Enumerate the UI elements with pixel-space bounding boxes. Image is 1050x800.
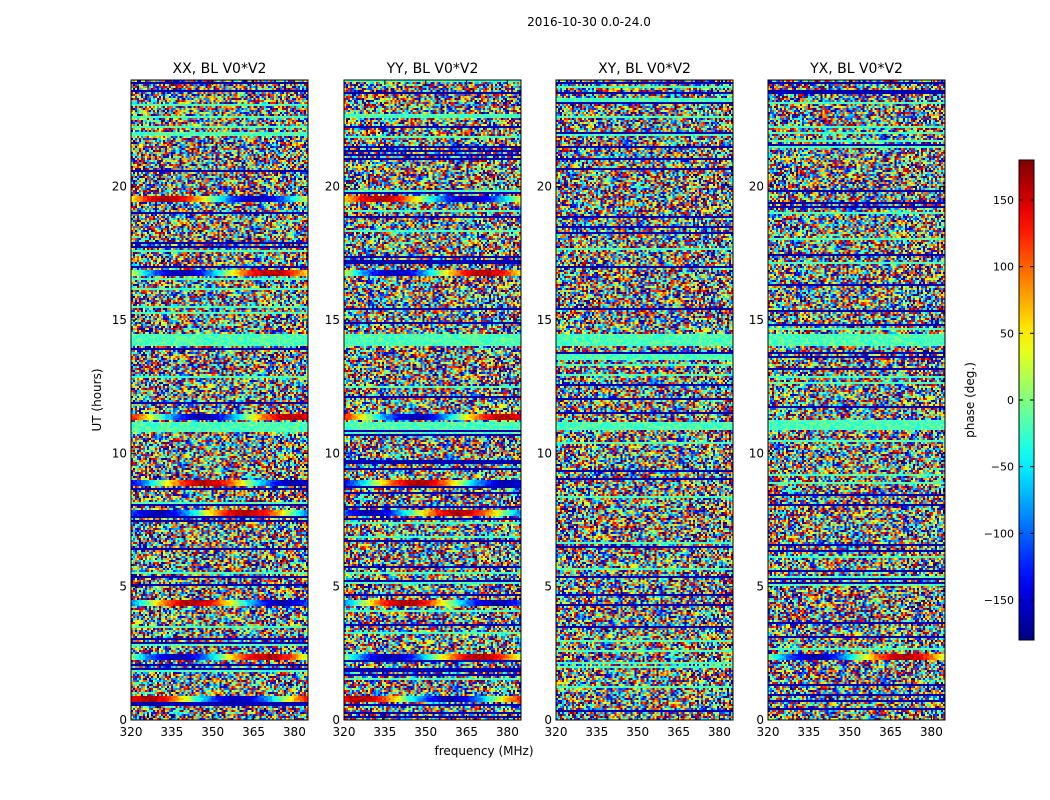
y-tick-label: 10 [749,446,764,460]
y-tick-label: 10 [537,446,552,460]
colorbar-tick-label: 0 [1007,394,1014,407]
y-tick-label: 20 [537,180,552,194]
x-tick-label: 350 [838,725,861,739]
panel-frame [555,79,734,721]
x-tick-label: 380 [708,725,731,739]
y-tick-label: 5 [332,580,340,594]
x-tick-label: 380 [283,725,306,739]
panel-3: XY, BL V0*V2 320 335 350 365 380 0 5 10 15 20 [537,61,734,739]
x-tick-label: 335 [373,725,396,739]
x-tick-label: 335 [160,725,183,739]
colorbar-tick-label: 150 [993,194,1014,207]
phase-heatmap [344,80,521,720]
colorbar: 150 100 50 0 −50 −100 −150 phase (deg.) [963,159,1035,641]
colorbar-label: phase (deg.) [963,362,977,438]
y-tick-label: 10 [112,446,127,460]
y-tick-label: 15 [749,313,764,327]
panel-title: YY, BL V0*V2 [386,61,479,77]
x-tick-label: 350 [201,725,224,739]
y-tick-label: 5 [544,580,552,594]
colorbar-tick-label: 50 [1000,327,1014,340]
y-tick-label: 0 [544,713,552,727]
y-tick-label: 0 [119,713,127,727]
panel-4: YX, BL V0*V2 320 335 350 365 380 0 5 10 15 20 [749,61,946,739]
phase-heatmap [131,80,308,720]
y-tick-label: 15 [112,313,127,327]
y-tick-label: 20 [325,180,340,194]
x-tick-label: 320 [333,725,356,739]
phase-heatmap [556,80,733,720]
x-tick-label: 350 [414,725,437,739]
y-tick-label: 20 [112,180,127,194]
x-tick-label: 380 [920,725,943,739]
x-axis-label: frequency (MHz) [434,744,533,758]
figure-suptitle: 2016-10-30 0.0-24.0 [527,15,651,29]
x-tick-label: 350 [626,725,649,739]
colorbar-tick-label: 100 [993,261,1014,274]
x-tick-label: 365 [879,725,902,739]
x-tick-label: 320 [757,725,780,739]
x-tick-label: 320 [120,725,143,739]
y-tick-label: 0 [756,713,764,727]
colorbar-tick-label: −50 [991,461,1014,474]
panel-frame [767,79,946,721]
y-tick-label: 0 [332,713,340,727]
panel-frame [343,79,522,721]
panel-1: XX, BL V0*V2 320 335 350 365 380 0 5 10 15 20 [112,61,309,739]
y-tick-label: 15 [537,313,552,327]
y-tick-label: 10 [325,446,340,460]
colorbar-tick-label: −150 [984,594,1014,607]
y-axis-label: UT (hours) [90,368,104,431]
x-tick-label: 365 [242,725,265,739]
panel-title: YX, BL V0*V2 [809,61,903,77]
x-tick-label: 335 [585,725,608,739]
panel-2: YY, BL V0*V2 320 335 350 365 380 0 5 10 15 20 [325,61,522,739]
x-tick-label: 335 [797,725,820,739]
panel-title: XX, BL V0*V2 [173,61,267,77]
y-tick-label: 15 [325,313,340,327]
y-tick-label: 20 [749,180,764,194]
x-tick-label: 365 [455,725,478,739]
x-tick-label: 365 [667,725,690,739]
x-tick-label: 380 [496,725,519,739]
y-tick-label: 5 [756,580,764,594]
y-tick-label: 5 [119,580,127,594]
x-tick-label: 320 [545,725,568,739]
colorbar-tick-label: −100 [984,527,1014,540]
panel-frame [130,79,309,721]
panel-title: XY, BL V0*V2 [598,61,691,77]
phase-heatmap [768,80,945,720]
